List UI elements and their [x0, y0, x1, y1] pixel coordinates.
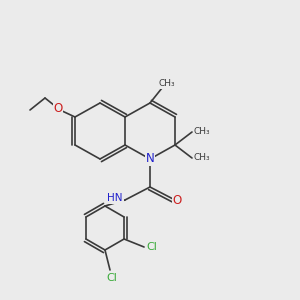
Text: CH₃: CH₃	[194, 154, 210, 163]
Text: HN: HN	[107, 193, 123, 203]
Text: CH₃: CH₃	[194, 128, 210, 136]
Text: Cl: Cl	[106, 273, 117, 283]
Text: Cl: Cl	[147, 242, 158, 252]
Text: O: O	[53, 101, 63, 115]
Text: CH₃: CH₃	[159, 80, 175, 88]
Text: N: N	[146, 152, 154, 166]
Text: O: O	[172, 194, 182, 206]
